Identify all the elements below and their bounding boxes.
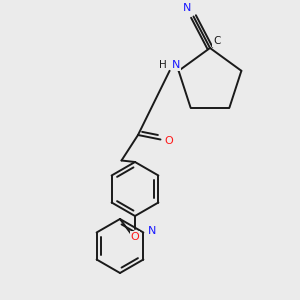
Text: N: N <box>171 60 180 70</box>
Text: C: C <box>213 36 220 46</box>
Text: N: N <box>183 3 192 14</box>
Text: O: O <box>130 232 140 242</box>
Text: N: N <box>148 226 157 236</box>
Text: H: H <box>159 60 167 70</box>
Text: O: O <box>164 136 173 146</box>
